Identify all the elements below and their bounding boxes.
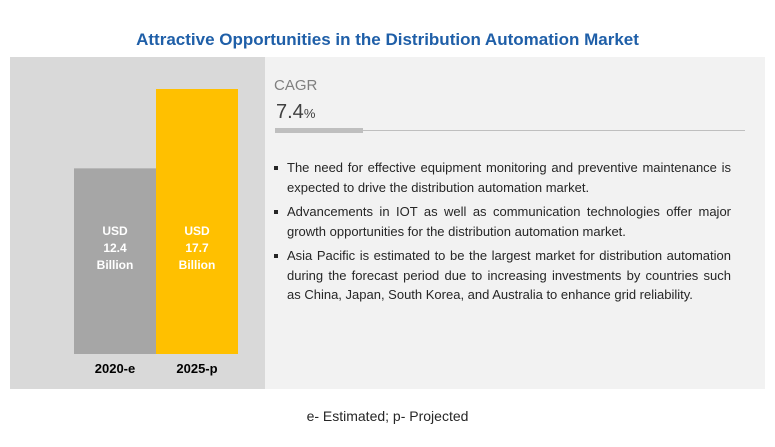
cagr-underline-rule bbox=[363, 130, 745, 131]
bar-data-label: USD bbox=[184, 224, 210, 238]
category-label: 2025-p bbox=[176, 361, 217, 376]
category-label: 2020-e bbox=[95, 361, 135, 376]
insights-list: The need for effective equipment monitor… bbox=[273, 158, 731, 310]
bar-data-label: Billion bbox=[97, 258, 134, 272]
bar-data-label: USD bbox=[102, 224, 128, 238]
footnote: e- Estimated; p- Projected bbox=[306, 408, 469, 424]
cagr-value: 7.4% bbox=[276, 101, 315, 124]
bar-data-label: 17.7 bbox=[185, 241, 209, 255]
cagr-unit: % bbox=[303, 106, 316, 121]
content-panel: USD 12.4 Billion 2020-e USD 17.7 Billion 2025-p bbox=[10, 57, 765, 389]
bar-2025-p bbox=[156, 89, 238, 354]
bar-chart: USD 12.4 Billion 2020-e USD 17.7 Billion 2025-p bbox=[74, 89, 238, 376]
insight-item: The need for effective equipment monitor… bbox=[273, 158, 731, 197]
chart-title: Attractive Opportunities in the Distribu… bbox=[136, 30, 639, 49]
bar-data-label: Billion bbox=[179, 258, 216, 272]
insight-item: Advancements in IOT as well as communica… bbox=[273, 202, 731, 241]
cagr-label: CAGR bbox=[274, 77, 318, 94]
bar-data-label: 12.4 bbox=[103, 241, 127, 255]
insight-item: Asia Pacific is estimated to be the larg… bbox=[273, 246, 731, 305]
chart-area: USD 12.4 Billion 2020-e USD 17.7 Billion 2025-p bbox=[10, 57, 265, 389]
cagr-underline-accent bbox=[275, 128, 363, 133]
cagr-number: 7.4 bbox=[276, 101, 304, 123]
bar-2020-e bbox=[74, 168, 156, 354]
